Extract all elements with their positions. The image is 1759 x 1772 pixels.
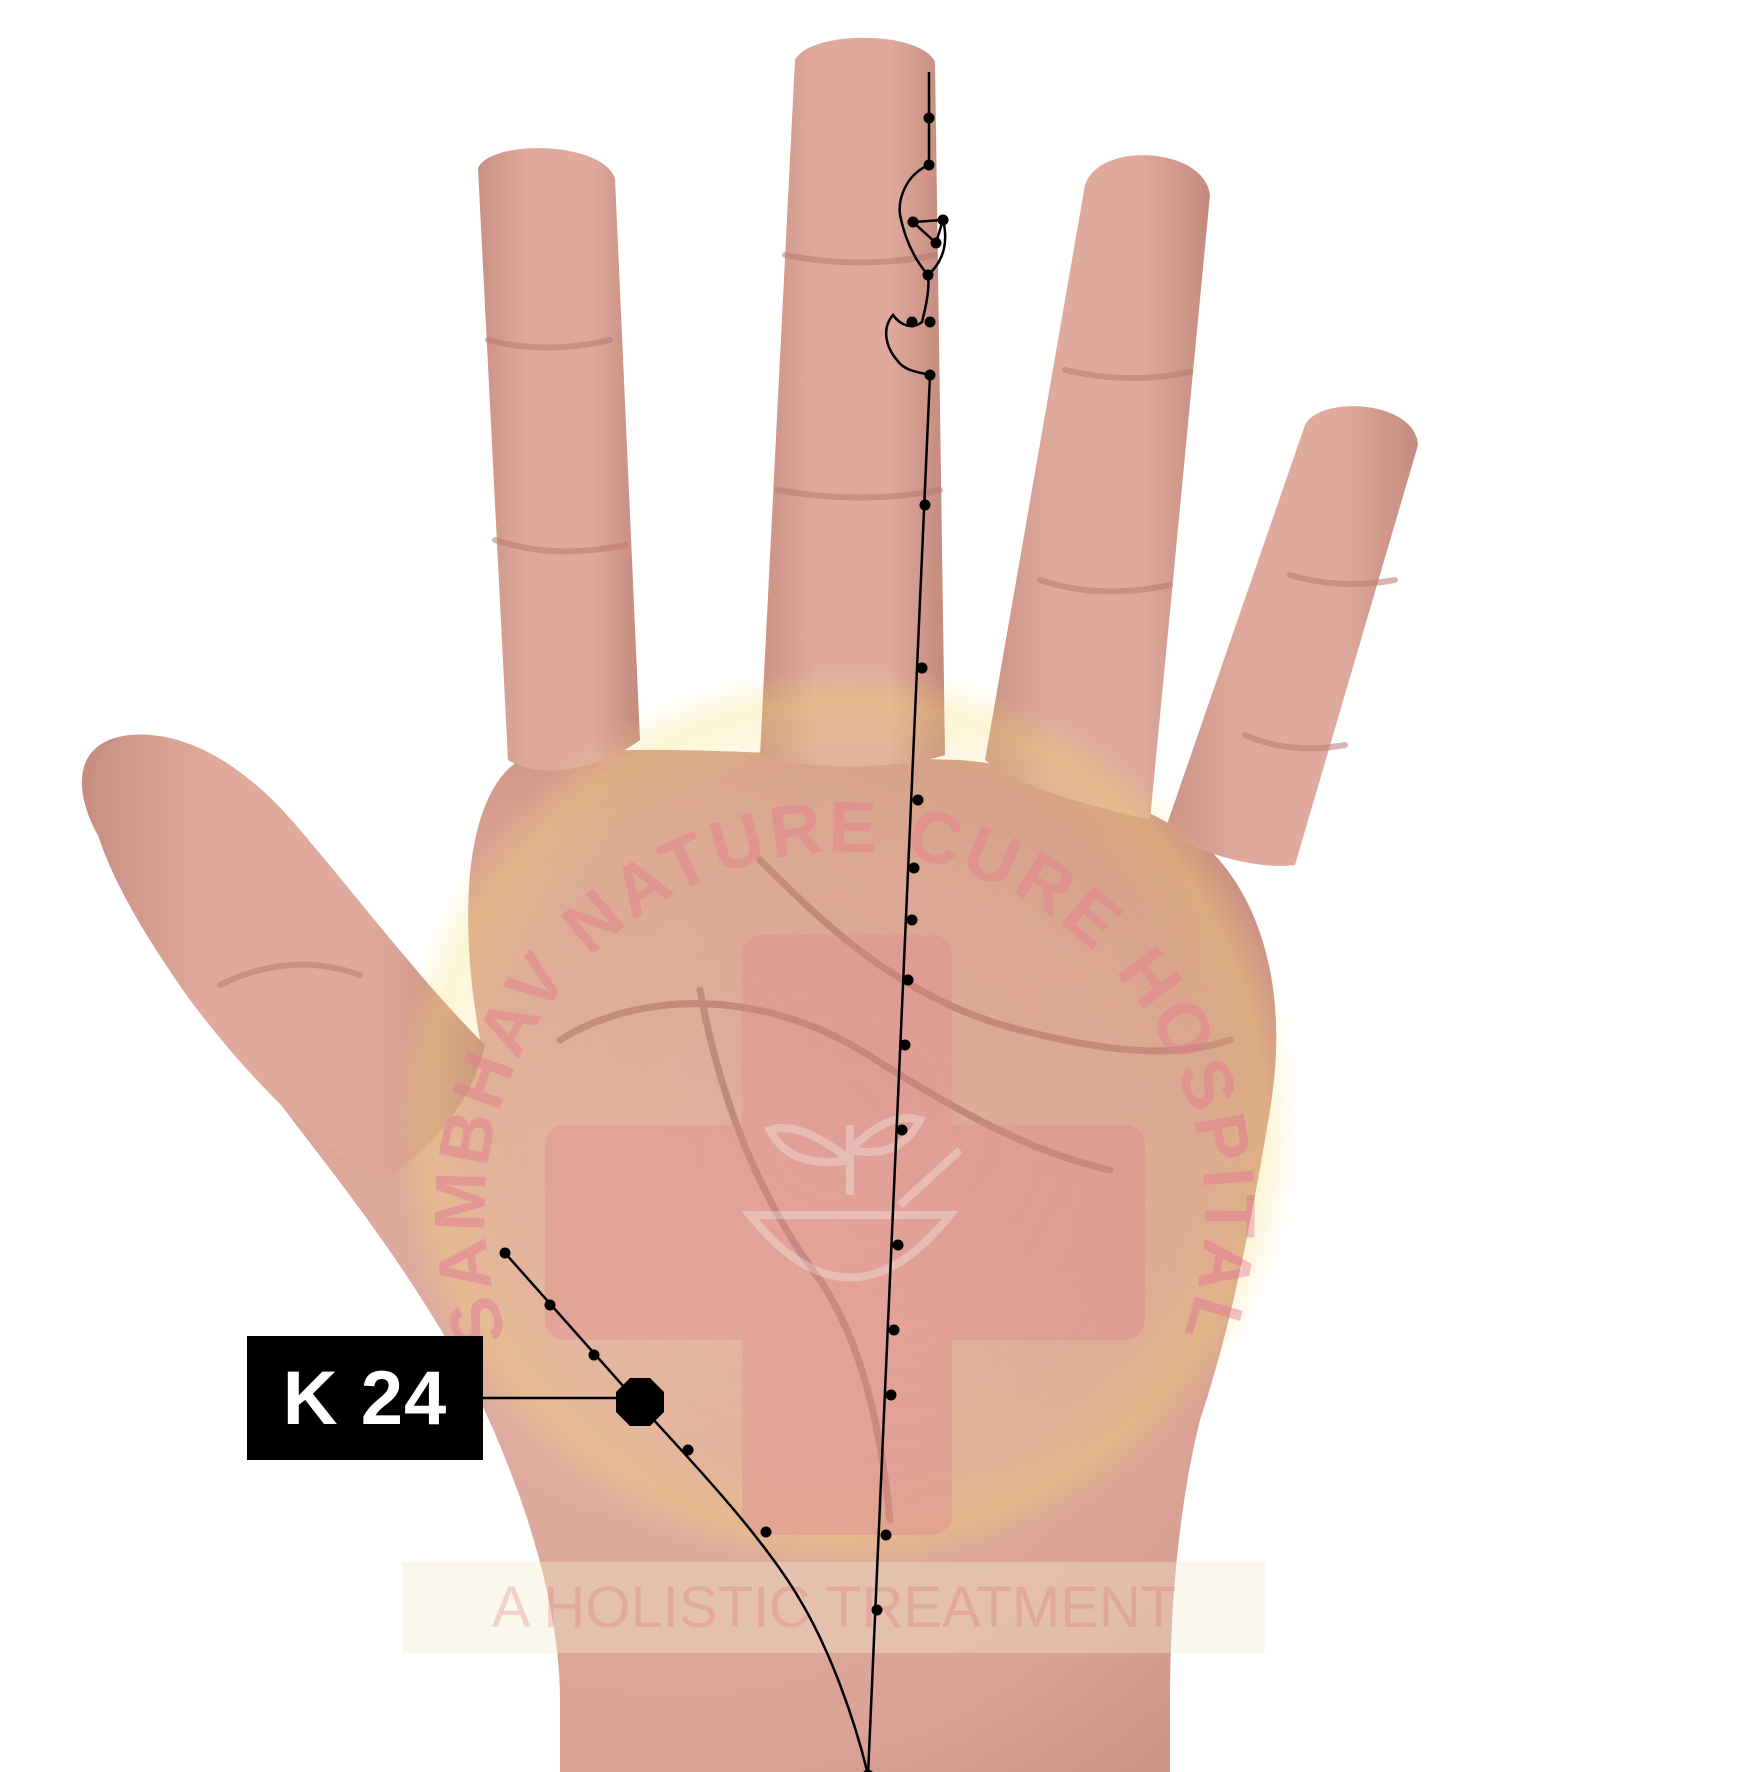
meridian-point — [930, 237, 942, 249]
thumb — [90, 734, 486, 1180]
point-label-k24: K 24 — [247, 1336, 483, 1460]
watermark-ring — [390, 665, 1300, 1575]
meridian-point — [923, 112, 935, 124]
meridian-point — [899, 1039, 911, 1051]
little-finger — [1165, 406, 1418, 866]
meridian-point — [937, 214, 949, 226]
meridian-point — [863, 1769, 873, 1772]
meridian-main-line — [866, 72, 932, 1772]
finger-creases — [217, 252, 1398, 988]
meridian-point — [902, 974, 914, 986]
meridian-point — [907, 216, 919, 228]
meridian-point — [888, 1324, 900, 1336]
meridian-point — [499, 1247, 511, 1259]
meridian-point — [906, 316, 918, 328]
ring-finger — [985, 155, 1210, 821]
meridian-point — [924, 369, 936, 381]
meridian-point — [912, 794, 924, 806]
meridian-point — [588, 1349, 600, 1361]
meridian-loop — [909, 218, 945, 246]
meridian-point — [896, 1124, 908, 1136]
meridian-point — [916, 662, 928, 674]
meridian-points — [499, 112, 949, 1772]
k24-point-marker — [616, 1378, 664, 1426]
meridian-point — [544, 1299, 556, 1311]
watermark-bowl-icon — [741, 1114, 963, 1282]
meridian-point — [760, 1526, 772, 1538]
watermark-tagline-band — [403, 1562, 1265, 1653]
meridian-point — [923, 159, 935, 171]
watermark-tagline: A HOLISTIC TREATMENT — [492, 1575, 1176, 1640]
meridian-point — [922, 269, 934, 281]
meridian-point — [885, 1389, 897, 1401]
middle-finger — [760, 37, 945, 767]
meridian-point — [880, 1529, 892, 1541]
watermark: SAMBHAV NATURE CURE HOSPITAL A HOLISTIC … — [390, 665, 1300, 1653]
meridian-point — [908, 862, 920, 874]
meridian-point — [906, 914, 918, 926]
index-finger — [478, 148, 640, 771]
meridian-point — [919, 499, 931, 511]
meridian-point — [871, 1604, 883, 1616]
meridian-point — [924, 316, 936, 328]
meridian-point — [682, 1444, 694, 1456]
meridian-point — [892, 1239, 904, 1251]
